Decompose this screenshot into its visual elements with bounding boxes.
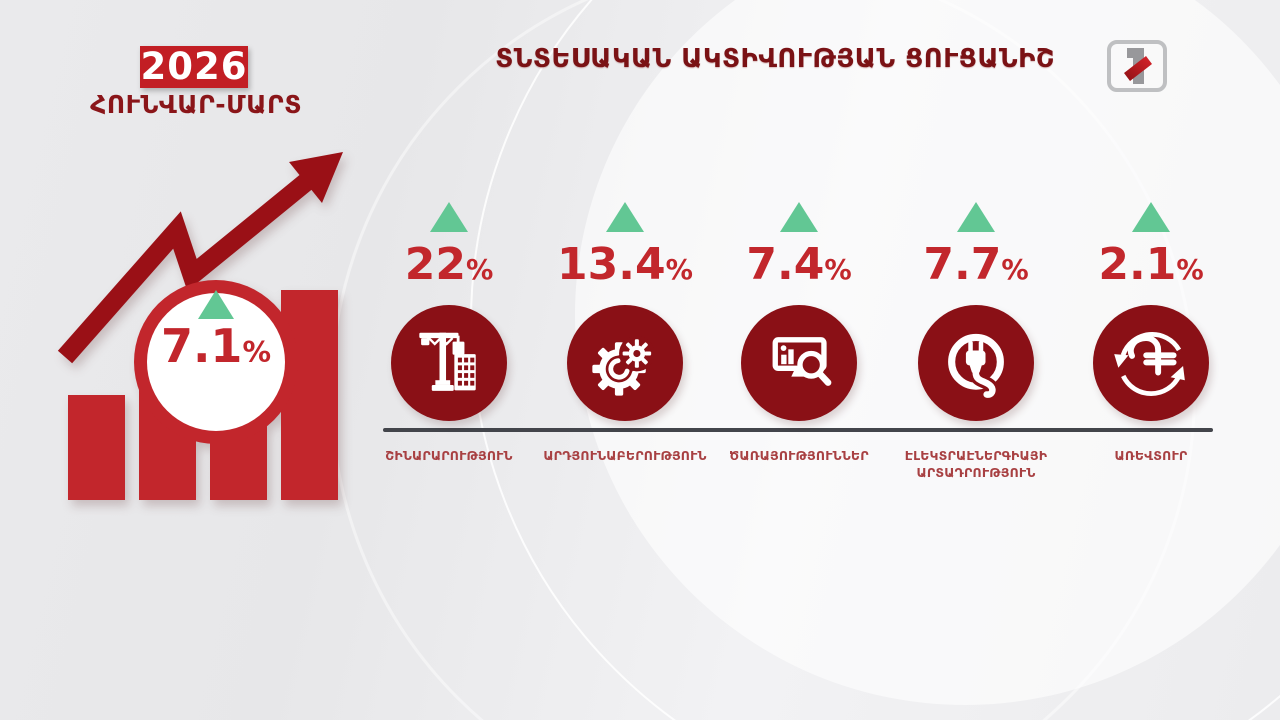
construction-crane-icon	[391, 305, 507, 421]
percent-value: 22%	[404, 239, 494, 290]
year-badge: 2026	[140, 46, 248, 88]
category-label: ԱՌԵՎՏՈՒՐ	[1114, 448, 1188, 463]
logo-red-stripe	[1124, 56, 1152, 81]
up-triangle-icon	[957, 202, 995, 232]
up-triangle-icon	[1132, 202, 1170, 232]
indicator-industry: 13.4%	[538, 202, 712, 465]
electricity-plug-icon	[918, 305, 1034, 421]
up-triangle-icon	[606, 202, 644, 232]
up-triangle-icon	[198, 290, 234, 319]
up-triangle-icon	[430, 202, 468, 232]
percent-sign: %	[1176, 255, 1204, 286]
category-label: ԷԼԵԿՏՐԱԷՆԵՐԳԻԱՅԻ ԱՐՏԱԴՐՈՒԹՅՈՒՆ	[904, 448, 1048, 480]
services-monitor-search-icon	[741, 305, 857, 421]
industry-gears-icon	[567, 305, 683, 421]
percent-value: 13.4%	[557, 239, 693, 290]
percent-sign: %	[824, 255, 852, 286]
percent-sign: %	[1001, 255, 1029, 286]
armenia1-logo-icon	[1107, 40, 1167, 92]
year-text: 2026	[140, 45, 248, 88]
indicator-construction: 22%	[362, 202, 536, 465]
category-label: ԱՐԴՅՈՒՆԱԲԵՐՈՒԹՅՈՒՆ	[543, 448, 707, 463]
category-label: ՇԻՆԱՐԱՐՈՒԹՅՈՒՆ	[385, 448, 513, 463]
trade-dram-cycle-icon	[1093, 305, 1209, 421]
growth-chart-graphic: 7.1%	[40, 130, 370, 510]
percent-value: 2.1%	[1098, 239, 1204, 290]
trend-arrow-icon	[57, 152, 343, 364]
indicator-services: 7.4% ԾԱՌԱՅՈՒԹՅՈՒՆՆԵՐ	[712, 202, 886, 465]
percent-sign: %	[465, 255, 494, 286]
period-label: ՀՈՒՆՎԱՐ-ՄԱՐՏ	[90, 90, 302, 119]
percent-value: 7.7%	[923, 239, 1029, 290]
percent-sign: %	[665, 255, 693, 286]
indicator-trade: 2.1% ԱՌԵՎՏՈՒՐ	[1064, 202, 1238, 465]
percent-value: 7.4%	[746, 239, 852, 290]
up-triangle-icon	[780, 202, 818, 232]
indicator-electricity: 7.7% ԷԼԵԿՏՐԱԷՆԵՐԳԻԱՅԻ ԱՐՏԱԴՐՈՒԹՅՈՒՆ	[889, 202, 1063, 482]
page-title: ՏՆՏԵՍԱԿԱՆ ԱԿՏԻՎՈՒԹՅԱՆ ՑՈՒՑԱՆԻՇ	[495, 44, 1055, 74]
divider-line	[383, 428, 1213, 432]
overall-value: 7.1%	[160, 319, 272, 373]
channel-logo-armenia1	[1106, 39, 1168, 93]
growth-chart-svg	[57, 152, 343, 500]
percent-sign: %	[242, 336, 272, 369]
category-label: ԾԱՌԱՅՈՒԹՅՈՒՆՆԵՐ	[729, 448, 869, 463]
overall-circle	[134, 280, 298, 444]
overall-value-badge: 7.1%	[136, 290, 296, 369]
